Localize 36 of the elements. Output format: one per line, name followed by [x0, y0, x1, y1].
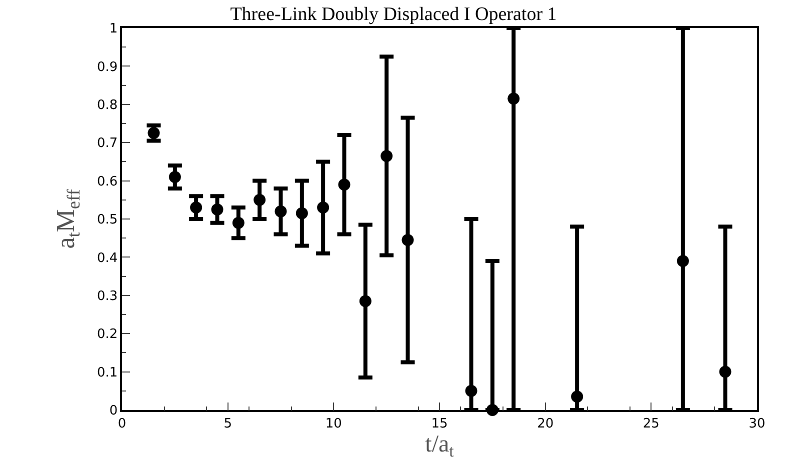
point [232, 216, 244, 229]
point [168, 170, 181, 183]
point [274, 205, 287, 218]
point [359, 295, 372, 308]
y-tick-label: 0 [109, 404, 118, 419]
y-tick-label: 0.4 [96, 250, 118, 266]
point [571, 390, 584, 403]
y-tick-label: 0.3 [96, 288, 118, 304]
y-tick-label: 0.2 [96, 327, 118, 342]
x-tick-label: 20 [537, 416, 554, 432]
point [190, 202, 202, 214]
point [465, 384, 478, 397]
chart-title: Three-Link Doubly Displaced I Operator 1 [230, 4, 557, 26]
y-tick-label: 0.7 [96, 136, 118, 152]
x-tick-label: 25 [642, 416, 660, 432]
y-tick-label: 0.5 [96, 212, 118, 228]
point [402, 234, 414, 246]
point [317, 202, 330, 214]
y-tick-label: 0.8 [96, 98, 118, 113]
point [508, 92, 520, 105]
point [338, 178, 350, 191]
x-tick-label: 10 [325, 416, 342, 432]
y-tick-label: 0.9 [96, 60, 118, 75]
point [380, 150, 393, 162]
y-tick-label: 0.1 [96, 365, 118, 380]
y-tick-label: 1 [109, 22, 118, 37]
y-tick-label: 0.6 [96, 174, 118, 190]
x-axis-title: t/a$_{t}$ [425, 431, 454, 460]
x-tick-label: 30 [748, 416, 766, 432]
point [296, 207, 308, 220]
point [254, 194, 266, 206]
x-tick-label: 15 [431, 416, 448, 432]
point [719, 366, 732, 378]
point [211, 203, 224, 216]
point [676, 255, 689, 268]
x-tick-label: 5 [224, 416, 232, 432]
